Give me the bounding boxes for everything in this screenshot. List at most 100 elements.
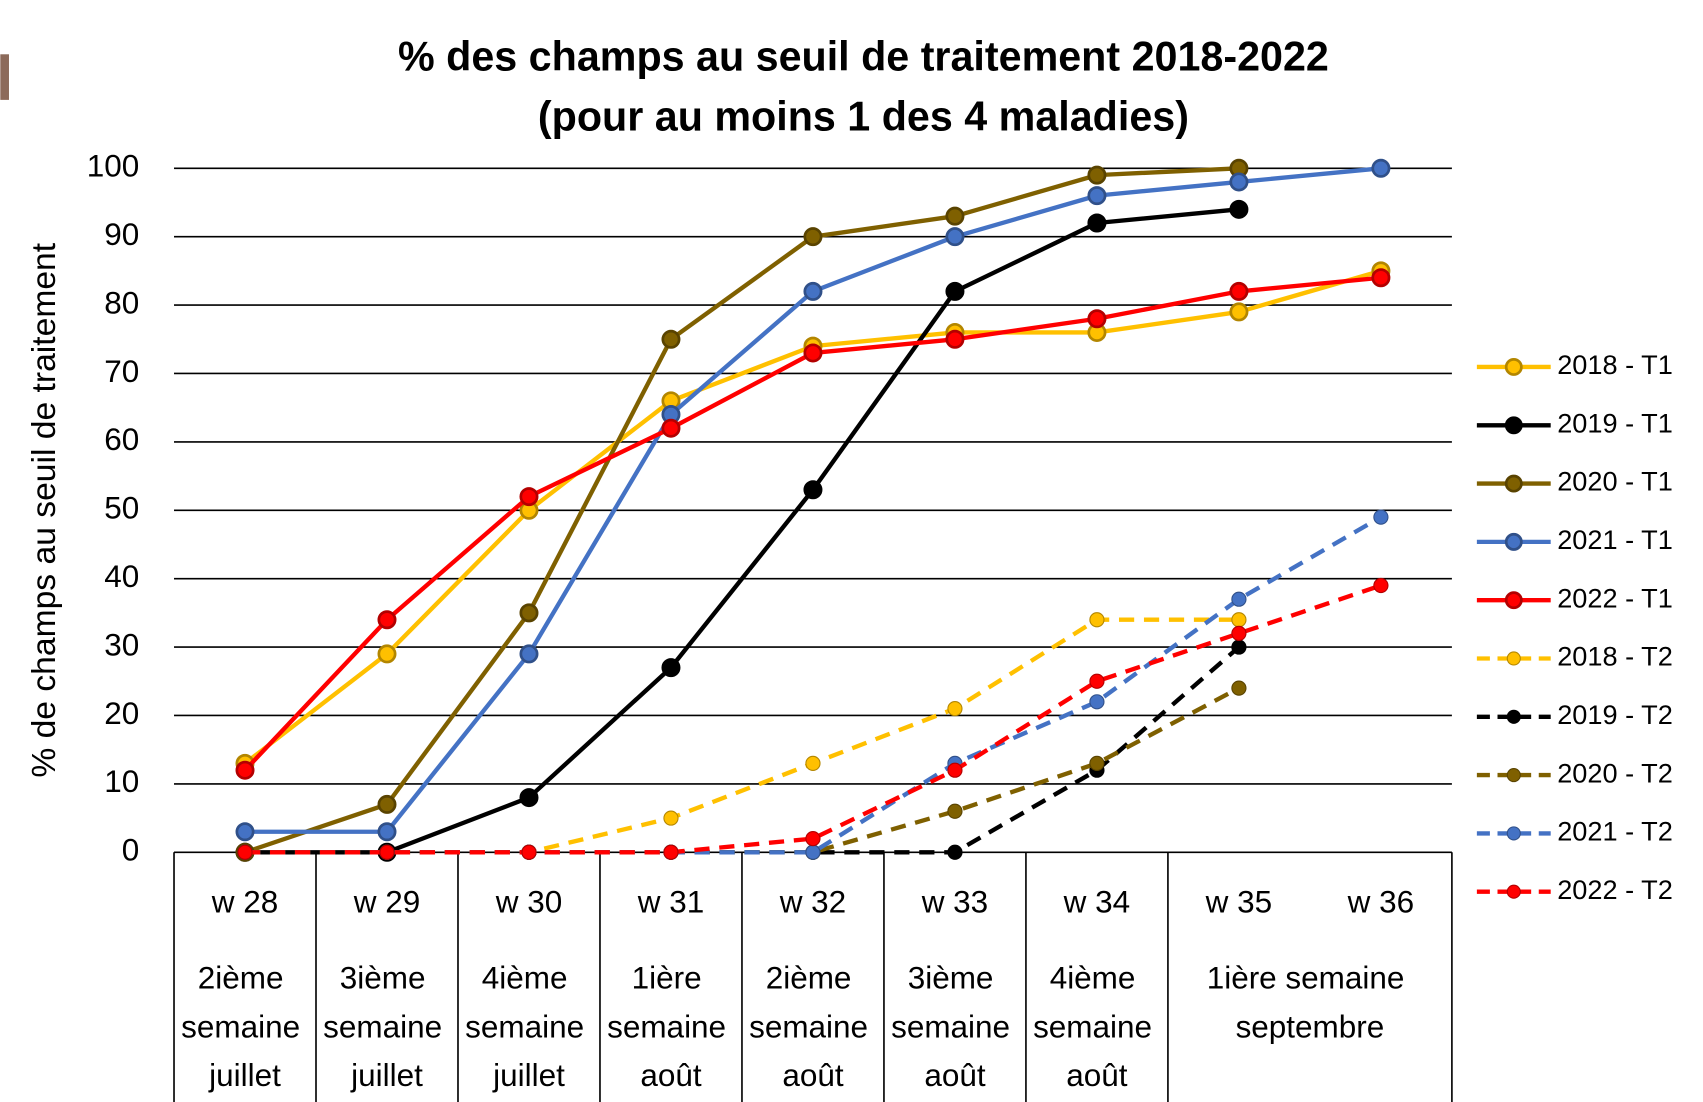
- y-tick-label: 10: [104, 764, 139, 799]
- legend-marker: [1506, 651, 1521, 666]
- series-line: [244, 166, 1240, 855]
- data-point: [1087, 186, 1107, 206]
- data-point: [1231, 639, 1247, 655]
- data-point: [661, 418, 681, 438]
- y-tick-label: 40: [104, 559, 139, 594]
- legend-label: 2018 - T2: [1557, 641, 1673, 672]
- data-point: [803, 281, 823, 301]
- edge-decoration: [0, 54, 9, 100]
- data-point: [1231, 591, 1247, 607]
- data-point: [519, 487, 539, 507]
- data-point: [235, 760, 255, 780]
- data-point: [237, 844, 253, 860]
- legend-marker: [1504, 416, 1523, 435]
- data-point: [803, 227, 823, 247]
- category-group-label: 1ière semaine août: [607, 961, 735, 1094]
- legend-marker: [1504, 591, 1523, 610]
- data-point: [947, 762, 963, 778]
- data-point: [379, 844, 395, 860]
- chart-subtitle: (pour au moins 1 des 4 maladies): [538, 93, 1189, 139]
- data-point: [1229, 302, 1249, 322]
- data-point: [377, 794, 397, 814]
- data-point: [803, 343, 823, 363]
- data-point: [945, 281, 965, 301]
- data-point: [1229, 172, 1249, 192]
- legend-label: 2021 - T1: [1557, 524, 1673, 555]
- legend-marker: [1504, 358, 1523, 376]
- y-tick-label: 70: [104, 354, 139, 389]
- x-tick-label: w 28: [211, 885, 278, 920]
- data-point: [1089, 673, 1105, 689]
- data-point: [663, 810, 679, 826]
- category-group-label: 2ième semaine juillet: [181, 961, 309, 1094]
- data-point: [947, 844, 963, 860]
- data-point: [1373, 509, 1389, 525]
- x-tick-label: w 30: [495, 885, 562, 920]
- data-point: [1087, 213, 1107, 233]
- data-point: [803, 480, 823, 500]
- data-point: [1089, 694, 1105, 710]
- legend-label: 2021 - T2: [1557, 816, 1673, 847]
- y-tick-label: 60: [104, 422, 139, 457]
- category-group-label: 4ième semaine août: [1033, 961, 1161, 1094]
- x-tick-label: w 34: [1063, 885, 1130, 920]
- data-point: [661, 329, 681, 349]
- data-point: [947, 803, 963, 819]
- data-point: [521, 844, 537, 860]
- data-point: [1371, 158, 1391, 178]
- data-point: [945, 227, 965, 247]
- legend-label: 2018 - T1: [1557, 349, 1673, 380]
- y-tick-label: 0: [122, 833, 140, 868]
- data-point: [1229, 199, 1249, 219]
- category-group-label: 3ième semaine juillet: [323, 961, 451, 1094]
- legend-marker: [1504, 532, 1523, 551]
- legend-label: 2019 - T2: [1557, 699, 1673, 730]
- x-tick-label: w 31: [637, 885, 704, 920]
- data-point: [1231, 625, 1247, 642]
- data-point: [947, 701, 963, 717]
- data-point: [377, 644, 397, 664]
- data-point: [1229, 281, 1249, 301]
- data-point: [663, 844, 679, 860]
- data-point: [1371, 268, 1391, 288]
- series-line: [245, 617, 1239, 855]
- series-line: [245, 583, 1382, 855]
- legend-label: 2022 - T2: [1557, 874, 1673, 905]
- chart-title: % des champs au seuil de traitement 2018…: [398, 34, 1329, 80]
- data-point: [945, 206, 965, 226]
- legend-label: 2019 - T1: [1557, 407, 1673, 438]
- data-point: [661, 658, 681, 678]
- data-point: [519, 603, 539, 623]
- y-tick-label: 20: [104, 696, 139, 731]
- category-group-label: 2ième semaine août: [749, 961, 877, 1094]
- legend-marker: [1506, 768, 1521, 783]
- data-point: [1373, 577, 1389, 594]
- data-point: [805, 844, 821, 860]
- data-point: [377, 822, 397, 842]
- data-point: [1087, 165, 1107, 185]
- legend-label: 2020 - T1: [1557, 466, 1673, 497]
- x-tick-label: w 32: [779, 885, 846, 920]
- x-tick-label: w 33: [921, 885, 988, 920]
- data-point: [805, 755, 821, 771]
- data-point: [519, 644, 539, 664]
- y-tick-label: 80: [104, 285, 139, 320]
- data-point: [377, 610, 397, 630]
- y-tick-label: 50: [104, 491, 139, 526]
- y-tick-label: 90: [104, 217, 139, 252]
- data-point: [1089, 755, 1105, 771]
- category-group-label: 3ième semaine août: [891, 961, 1019, 1094]
- category-group-label: 1ière semaine septembre: [1207, 961, 1413, 1045]
- data-point: [945, 329, 965, 349]
- series-line: [245, 207, 1240, 855]
- legend-marker: [1506, 884, 1521, 899]
- data-point: [805, 831, 821, 847]
- category-group-label: 4ième semaine juillet: [465, 961, 593, 1094]
- y-axis-label: % de champs au seuil de traitement: [26, 242, 63, 777]
- legend-marker: [1506, 826, 1521, 841]
- x-tick-label: w 29: [353, 885, 420, 920]
- x-tick-label: w 35: [1205, 885, 1272, 920]
